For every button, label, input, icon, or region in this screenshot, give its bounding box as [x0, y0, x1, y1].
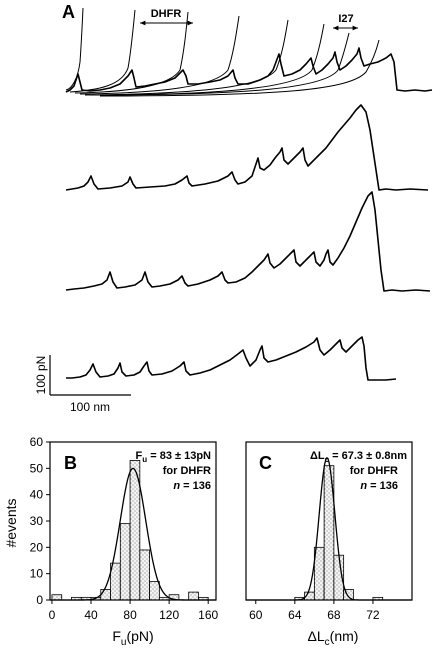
wlc-curve-8 — [99, 39, 380, 97]
b-xtick-label-2: 80 — [123, 608, 137, 622]
b-annotation-line-1: Fu = 83 ± 13pN — [136, 450, 212, 464]
wlc-curve-3 — [74, 11, 189, 94]
b-ytick-label-6: 60 — [30, 435, 44, 449]
force-scale-label: 100 pN — [34, 356, 48, 395]
b-frame — [49, 441, 217, 601]
b-annotation-n: n = 136 — [173, 480, 211, 492]
c-xticks: 60 64 68 72 — [249, 600, 380, 622]
b-ytick-label-5: 50 — [30, 461, 44, 475]
force-trace-2 — [65, 104, 429, 191]
b-xtick-label-0: 0 — [49, 608, 56, 622]
i27-label: I27 — [338, 13, 353, 25]
c-xtick-label-3: 72 — [366, 608, 380, 622]
dhfr-label: DHFR — [151, 8, 182, 20]
b-xticks: 0 40 80 120 160 — [49, 600, 219, 622]
wlc-fit-curves — [65, 7, 380, 97]
wlc-curve-2 — [69, 9, 136, 93]
panel-b-letter: B — [64, 453, 77, 473]
wlc-curve-7 — [94, 32, 350, 96]
b-bar-9 — [149, 581, 160, 601]
force-trace-4 — [66, 336, 397, 381]
b-xtick-label-3: 120 — [159, 608, 179, 622]
wlc-curve-1 — [65, 7, 84, 91]
force-trace-1 — [65, 47, 433, 93]
panel-c-letter: C — [259, 453, 272, 473]
force-trace-3 — [65, 191, 431, 292]
b-ytick-label-3: 30 — [30, 514, 44, 528]
c-annotation-n: n = 136 — [360, 480, 398, 492]
b-ylabel: #events — [3, 498, 19, 547]
c-annotation-line-1: ΔLc = 67.3 ± 0.8nm — [310, 450, 407, 464]
panel-a-letter: A — [62, 2, 75, 22]
c-frame — [245, 441, 413, 601]
b-bar-4 — [100, 589, 111, 601]
extension-scale-label: 100 nm — [70, 400, 110, 414]
b-bar-8 — [139, 549, 151, 601]
c-bar-2 — [313, 546, 325, 601]
b-xlabel: Fu(pN) — [112, 628, 153, 648]
b-ytick-label-1: 10 — [30, 567, 44, 581]
panel-a: A DHFR I27 100 pN 100 nm — [34, 2, 433, 414]
b-annotation-line-2: for DHFR — [163, 465, 211, 477]
b-ytick-label-0: 0 — [36, 593, 43, 607]
wlc-curve-4 — [79, 15, 240, 95]
b-bar-12 — [188, 591, 199, 601]
panel-c: 60 64 68 72 C ΔLc = 67.3 ± 0.8nm for DHFR n… — [245, 441, 413, 648]
c-xtick-label-0: 60 — [249, 608, 263, 622]
b-bar-6 — [119, 523, 131, 601]
c-xtick-label-2: 68 — [327, 608, 341, 622]
b-bar-0 — [51, 594, 63, 601]
b-ytick-label-4: 40 — [30, 488, 44, 502]
panel-b: #events 0 10 20 30 40 50 60 0 40 80 120 160 B Fu =… — [3, 435, 219, 648]
c-xlabel: ΔLc(nm) — [308, 628, 359, 648]
c-xtick-label-1: 64 — [288, 608, 302, 622]
b-yticks: 0 10 20 30 40 50 60 — [30, 435, 50, 607]
b-ytick-label-2: 20 — [30, 540, 44, 554]
c-annotation-line-2: for DHFR — [350, 465, 398, 477]
wlc-curve-6 — [89, 23, 325, 96]
b-xtick-label-1: 40 — [84, 608, 98, 622]
b-xtick-label-4: 160 — [198, 608, 218, 622]
wlc-curve-5 — [84, 19, 289, 96]
